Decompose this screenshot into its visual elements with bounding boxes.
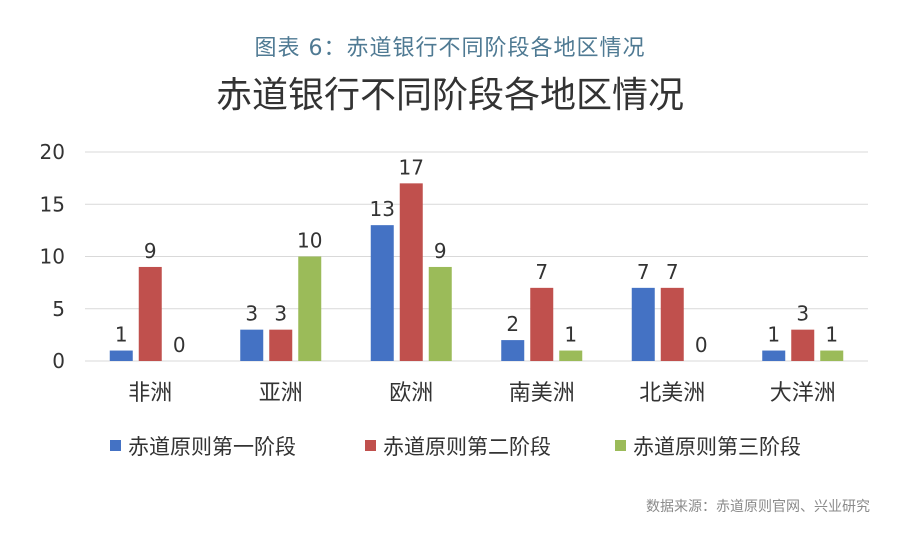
figure-caption: 图表 6：赤道银行不同阶段各地区情况 xyxy=(254,36,646,61)
data-label: 7 xyxy=(637,260,650,284)
data-label: 13 xyxy=(370,197,395,221)
chart-title: 赤道银行不同阶段各地区情况 xyxy=(216,75,684,116)
data-label: 3 xyxy=(274,302,287,326)
x-tick-label: 欧洲 xyxy=(389,381,433,406)
bar xyxy=(762,350,786,361)
bar xyxy=(298,256,322,361)
legend-swatch xyxy=(365,440,376,451)
data-label: 9 xyxy=(144,239,157,263)
data-label: 9 xyxy=(434,239,447,263)
legend-label: 赤道原则第三阶段 xyxy=(633,435,801,459)
bar xyxy=(559,350,583,361)
bar xyxy=(269,329,293,361)
y-tick-label: 5 xyxy=(52,297,65,321)
data-label: 17 xyxy=(399,155,424,179)
legend-label: 赤道原则第一阶段 xyxy=(128,435,296,459)
bar xyxy=(428,266,452,361)
bar xyxy=(631,287,655,361)
data-label: 0 xyxy=(695,333,708,357)
x-tick-label: 非洲 xyxy=(128,381,172,406)
data-label: 1 xyxy=(564,323,577,347)
data-label: 1 xyxy=(825,323,838,347)
data-label: 7 xyxy=(666,260,679,284)
bar xyxy=(240,329,264,361)
legend-swatch xyxy=(110,440,121,451)
bar xyxy=(530,287,554,361)
bar xyxy=(109,350,133,361)
y-tick-label: 20 xyxy=(40,140,65,164)
data-label: 1 xyxy=(115,323,128,347)
bar xyxy=(370,225,394,361)
legend-swatch xyxy=(615,440,626,451)
x-tick-label: 大洋洲 xyxy=(770,381,836,406)
bar xyxy=(138,266,162,361)
bar xyxy=(820,350,844,361)
data-source: 数据来源：赤道原则官网、兴业研究 xyxy=(646,499,870,515)
data-label: 1 xyxy=(767,323,780,347)
legend-label: 赤道原则第二阶段 xyxy=(383,435,551,459)
y-tick-label: 0 xyxy=(52,349,65,373)
bar xyxy=(501,340,525,361)
data-label: 2 xyxy=(506,312,519,336)
x-tick-label: 亚洲 xyxy=(259,381,303,406)
bar xyxy=(660,287,684,361)
x-tick-label: 南美洲 xyxy=(509,381,575,406)
bar xyxy=(399,183,423,361)
data-label: 0 xyxy=(173,333,186,357)
data-label: 7 xyxy=(535,260,548,284)
y-tick-label: 15 xyxy=(40,192,65,216)
bar xyxy=(791,329,815,361)
y-tick-label: 10 xyxy=(40,245,65,269)
data-label: 3 xyxy=(245,302,258,326)
data-label: 10 xyxy=(297,229,322,253)
x-tick-label: 北美洲 xyxy=(639,381,705,406)
data-label: 3 xyxy=(796,302,809,326)
